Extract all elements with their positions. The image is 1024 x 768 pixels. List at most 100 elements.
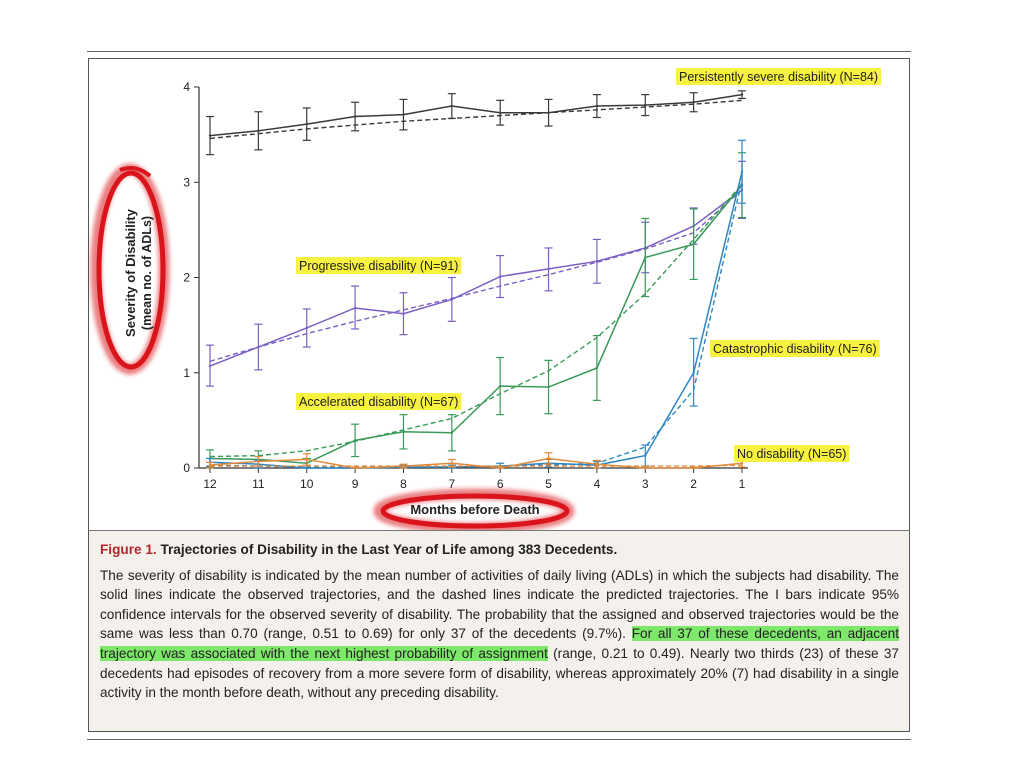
no-disability-point	[740, 462, 744, 465]
x-tick-label: 8	[400, 477, 407, 491]
x-tick-label: 2	[690, 477, 697, 491]
bottom-rule	[87, 739, 911, 740]
x-tick-label: 5	[545, 477, 552, 491]
x-tick-label: 3	[642, 477, 649, 491]
figure-title: Trajectories of Disability in the Last Y…	[160, 542, 618, 557]
progressive-predicted-line	[209, 189, 743, 362]
persistently-severe-point	[498, 111, 502, 114]
y-axis-title: Severity of Disability	[123, 208, 138, 337]
no-disability-point	[450, 462, 454, 465]
accelerated-point	[498, 384, 502, 388]
x-tick-label: 6	[497, 477, 504, 491]
persistently-severe-predicted-line	[209, 99, 743, 140]
caption-text-part1: The severity of disability is indicated …	[100, 567, 899, 642]
progressive-point	[208, 364, 212, 368]
progressive-point	[450, 298, 454, 301]
persistently-severe-observed-line	[209, 93, 743, 137]
y-axis-subtitle: (mean no. of ADLs)	[140, 216, 154, 330]
progressive-point	[353, 306, 357, 310]
top-rule	[87, 51, 911, 52]
x-tick-label: 1	[739, 477, 746, 491]
caption-body: The severity of disability is indicated …	[100, 566, 900, 703]
no-disability-point	[644, 466, 647, 470]
catastrophic-label: Catastrophic disability (N=76)	[710, 340, 880, 357]
y-tick-label: 0	[183, 461, 190, 475]
x-tick-label: 11	[252, 477, 265, 491]
persistently-severe-point	[208, 134, 212, 137]
accelerated-point	[450, 431, 454, 434]
caption-title: Figure 1. Trajectories of Disability in …	[100, 540, 899, 560]
persistently-severe-point	[644, 103, 647, 107]
catastrophic-point	[692, 371, 695, 374]
no-disability-point	[402, 464, 405, 468]
accelerated-predicted-line	[209, 183, 743, 458]
no-disability-point	[547, 457, 550, 460]
progressive-point	[547, 267, 550, 271]
accelerated-label-text: Accelerated disability (N=67)	[299, 395, 458, 409]
persistently-severe-point	[692, 101, 695, 104]
persistently-severe-point	[740, 93, 744, 96]
persistently-severe-point	[547, 111, 550, 114]
persistently-severe-point	[402, 113, 405, 116]
progressive-label-text: Progressive disability (N=91)	[299, 259, 458, 273]
y-tick-label: 4	[183, 80, 190, 94]
series-accelerated	[206, 152, 746, 469]
no-disability-label: No disability (N=65)	[734, 445, 850, 462]
persistently-severe-point	[305, 122, 308, 126]
series-persistently-severe	[206, 90, 746, 156]
no-disability-point	[208, 463, 212, 467]
y-tick-label: 2	[183, 271, 190, 285]
series-progressive	[206, 160, 746, 387]
x-tick-label: 10	[300, 477, 314, 491]
catastrophic-predicted-line	[209, 180, 743, 468]
xlabel-annotation-ring	[373, 488, 575, 534]
persistently-severe-point	[353, 115, 357, 118]
progressive-point	[498, 275, 502, 278]
ylabel-annotation-ring	[90, 163, 170, 375]
figure-label: Figure 1.	[100, 542, 157, 557]
accelerated-point	[644, 256, 647, 259]
no-disability-point	[257, 460, 260, 463]
accelerated-point	[595, 366, 599, 370]
catastrophic-point	[740, 170, 744, 173]
caption-text-part2: (range, 0.21 to 0.49). Nearly two thirds…	[100, 645, 899, 701]
figure-caption: Figure 1. Trajectories of Disability in …	[88, 530, 910, 732]
no-disability-point	[692, 466, 695, 470]
no-disability-point	[305, 458, 308, 461]
persistently-severe-point	[595, 104, 599, 108]
accelerated-point	[402, 430, 405, 434]
catastrophic-point	[644, 454, 647, 457]
y-tick-label: 1	[183, 366, 190, 380]
accelerated-observed-line	[209, 184, 743, 465]
series-catastrophic	[206, 139, 746, 470]
y-tick-label: 3	[183, 175, 190, 189]
catastrophic-observed-line	[209, 171, 743, 469]
no-disability-point	[353, 466, 357, 470]
progressive-observed-line	[209, 189, 743, 367]
no-disability-observed-line	[209, 457, 743, 469]
accelerated-label: Accelerated disability (N=67)	[296, 393, 462, 410]
x-tick-label: 7	[448, 477, 455, 491]
catastrophic-point	[305, 466, 308, 470]
progressive-point	[257, 345, 260, 349]
progressive-point	[595, 260, 599, 263]
catastrophic-label-text: Catastrophic disability (N=76)	[713, 342, 877, 356]
progressive-label: Progressive disability (N=91)	[296, 257, 462, 274]
accelerated-point	[547, 385, 550, 389]
accelerated-point	[353, 439, 357, 442]
x-tick-label: 9	[352, 477, 359, 491]
progressive-point	[402, 312, 405, 315]
no-disability-point	[498, 466, 502, 470]
series-no-disability	[206, 452, 746, 470]
persistently-severe-label-text: Persistently severe disability (N=84)	[679, 70, 878, 84]
progressive-point	[305, 326, 308, 330]
no-disability-label-text: No disability (N=65)	[737, 447, 846, 461]
persistently-severe-point	[257, 129, 260, 133]
no-disability-point	[595, 462, 599, 466]
persistently-severe-label: Persistently severe disability (N=84)	[676, 68, 882, 85]
accelerated-point	[692, 242, 695, 246]
x-axis-title: Months before Death	[410, 502, 539, 517]
persistently-severe-point	[450, 104, 454, 108]
x-tick-label: 4	[594, 477, 601, 491]
